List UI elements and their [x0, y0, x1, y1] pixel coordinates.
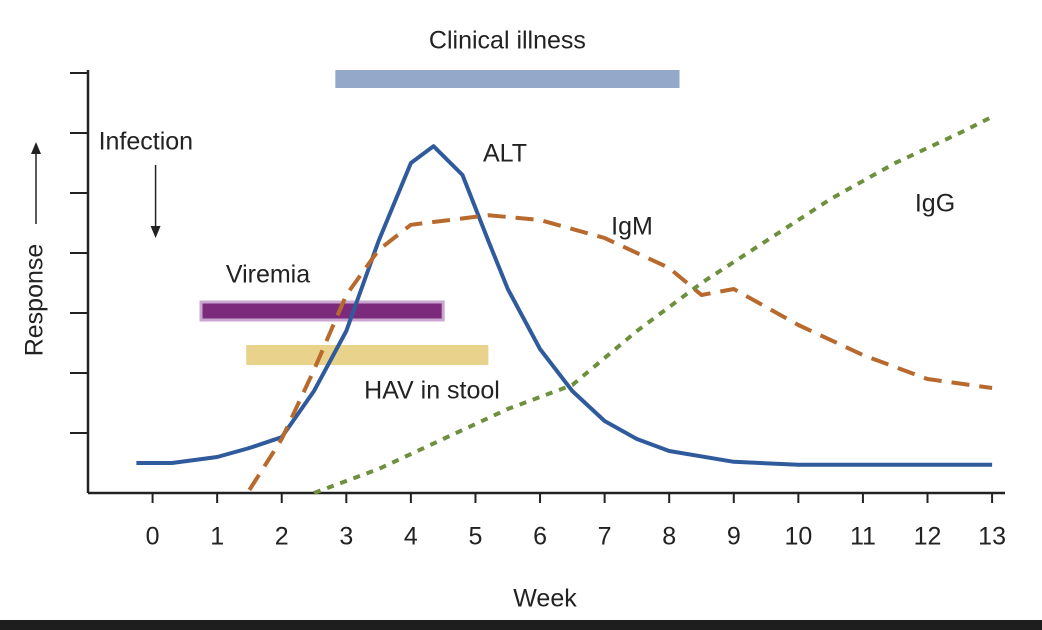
- series-line: [136, 144, 993, 467]
- x-axis-label: Week: [513, 585, 577, 613]
- x-tick-label: 7: [598, 523, 612, 551]
- range-bar-label: Viremia: [226, 261, 310, 289]
- series-label: IgM: [611, 213, 653, 241]
- x-tick-label: 6: [533, 523, 547, 551]
- range-bar: [199, 300, 445, 322]
- bottom-strip: [0, 620, 1042, 630]
- x-tick-label: 2: [275, 523, 289, 551]
- x-tick-label: 9: [727, 523, 741, 551]
- x-tick-label: 3: [339, 523, 353, 551]
- range-bar-label: HAV in stool: [364, 377, 500, 405]
- range-bar: [335, 70, 680, 88]
- x-tick-label: 13: [978, 523, 1006, 551]
- x-tick-label: 1: [210, 523, 224, 551]
- series-line: [247, 213, 993, 492]
- x-tick-label: 11: [850, 523, 876, 551]
- series-line: [313, 115, 993, 495]
- range-bar: [246, 345, 489, 365]
- range-bar-label: Clinical illness: [429, 27, 586, 55]
- x-tick-label: 0: [146, 523, 160, 551]
- series-label: IgG: [915, 190, 955, 218]
- x-tick-label: 8: [662, 523, 676, 551]
- x-tick-label: 4: [404, 523, 418, 551]
- y-axis-label: Response: [21, 244, 49, 357]
- x-tick-label: 5: [469, 523, 483, 551]
- series-label: ALT: [483, 140, 527, 168]
- y-axis-arrowhead: [31, 142, 41, 154]
- x-tick-label: 10: [784, 523, 812, 551]
- annotation-label: Infection: [99, 128, 194, 156]
- annotation-arrowhead: [150, 226, 161, 238]
- x-tick-label: 12: [914, 523, 942, 551]
